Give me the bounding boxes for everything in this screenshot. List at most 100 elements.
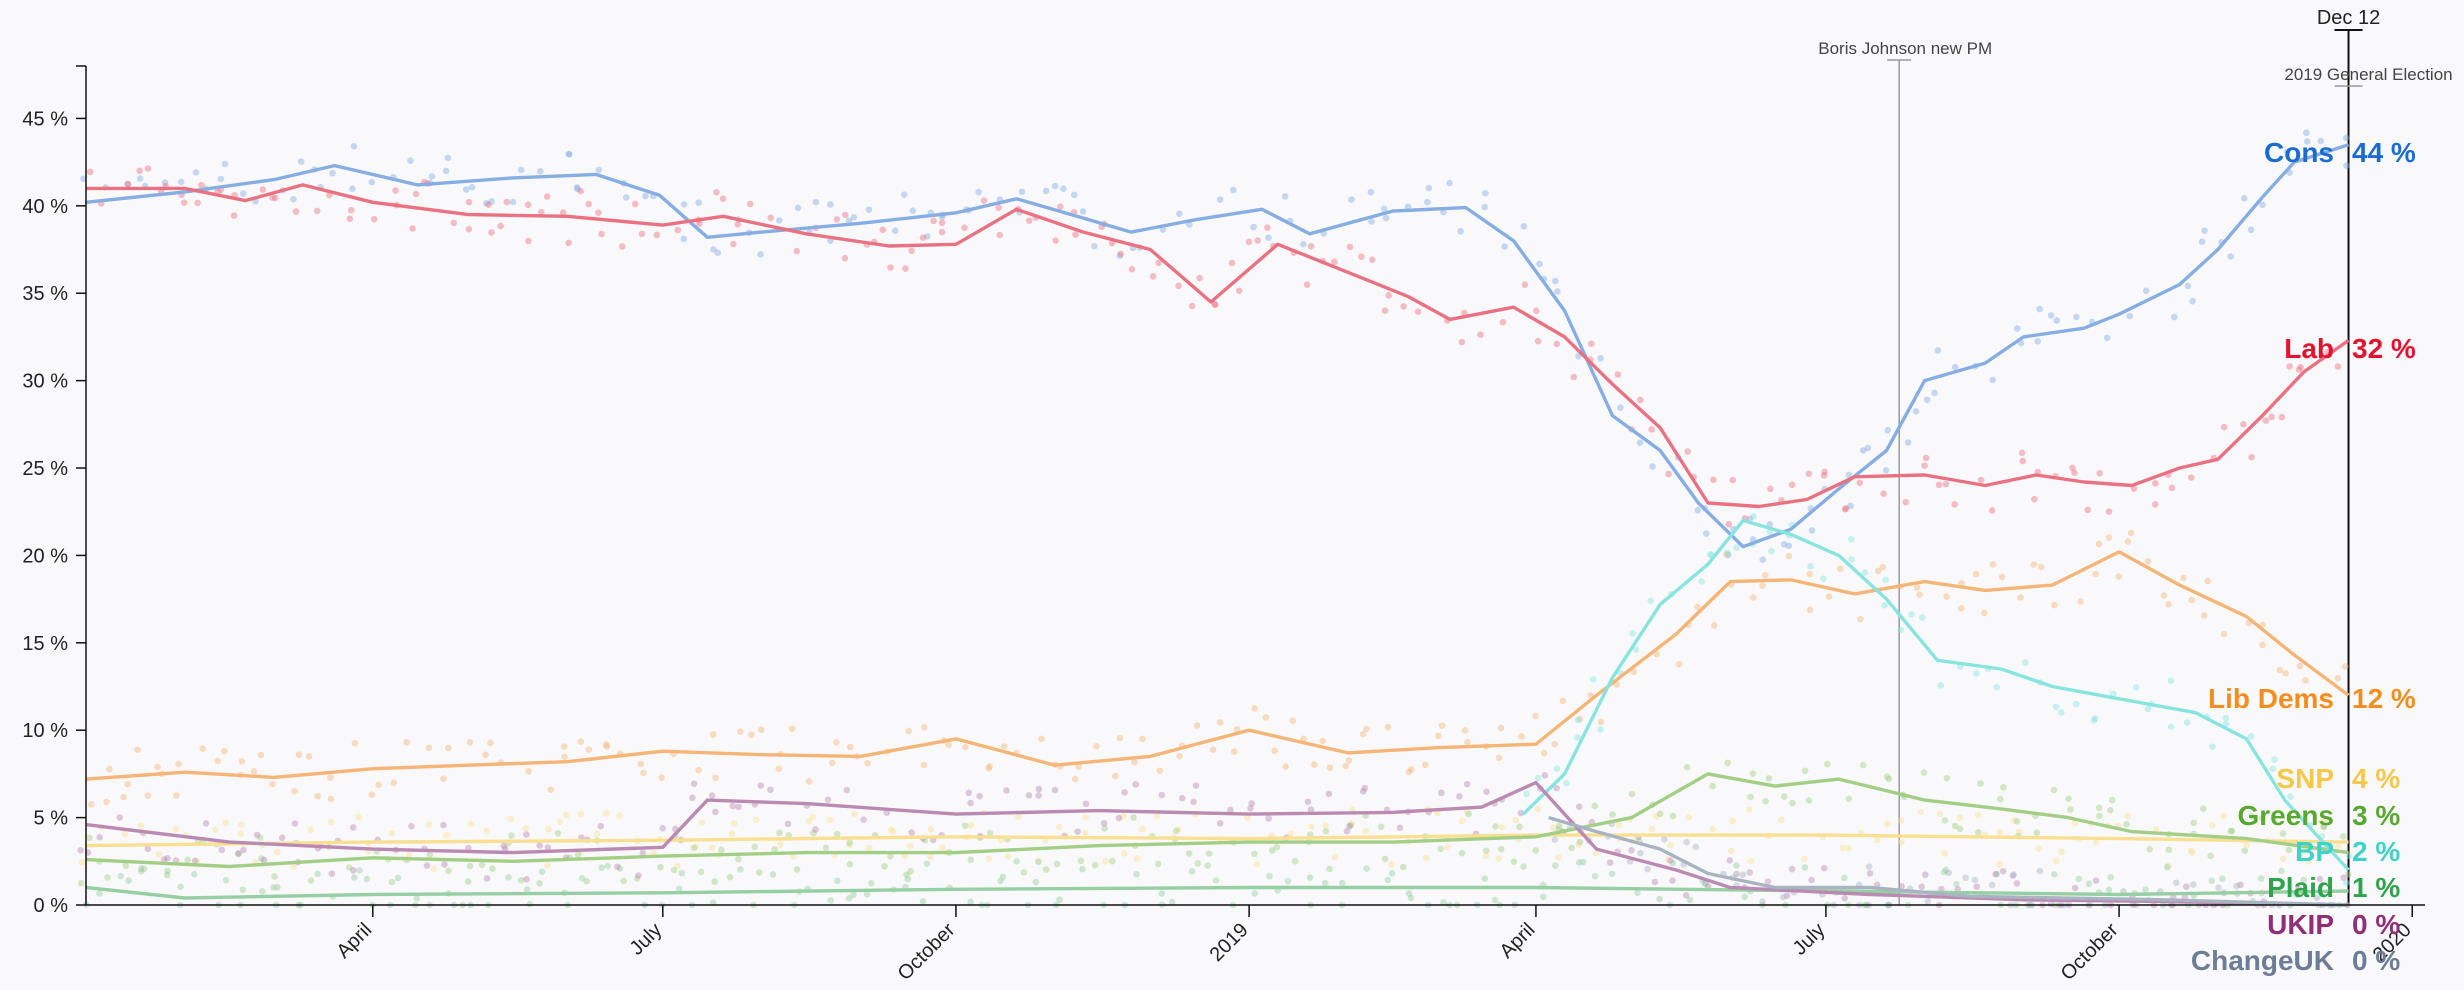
- poll-dot: [2208, 877, 2216, 885]
- poll-dot: [1534, 337, 1542, 345]
- poll-dot: [1404, 203, 1412, 210]
- poll-dot: [191, 857, 199, 865]
- poll-dot: [103, 798, 110, 806]
- poll-dot: [1552, 277, 1559, 285]
- poll-dot: [2073, 700, 2080, 708]
- poll-dot: [860, 816, 867, 823]
- poll-dot: [1491, 896, 1499, 904]
- poll-dot: [1188, 302, 1196, 310]
- poll-dot: [368, 178, 376, 186]
- poll-dot: [1759, 582, 1766, 589]
- poll-dot: [2303, 138, 2311, 145]
- poll-dot: [866, 844, 873, 852]
- y-tick-label: 0 %: [34, 895, 69, 917]
- poll-dot: [517, 876, 525, 884]
- poll-dot: [487, 739, 494, 746]
- poll-dot: [1093, 743, 1100, 750]
- poll-dot: [1300, 735, 1307, 743]
- poll-dot: [1035, 792, 1042, 799]
- poll-dot: [2317, 818, 2325, 826]
- poll-dot: [1035, 858, 1042, 866]
- poll-dot: [2000, 783, 2007, 791]
- poll-dot: [891, 227, 899, 234]
- poll-dot: [1759, 898, 1766, 905]
- poll-dot: [1248, 800, 1256, 807]
- poll-dot: [483, 200, 490, 207]
- poll-dot: [2184, 282, 2192, 290]
- poll-dot: [1287, 830, 1295, 838]
- poll-dot: [1497, 845, 1505, 853]
- poll-dot: [1112, 772, 1119, 780]
- poll-dot: [1465, 810, 1472, 818]
- poll-dot: [2105, 534, 2113, 541]
- poll-dot: [522, 825, 530, 832]
- poll-dot: [1647, 597, 1654, 605]
- poll-dot: [1724, 549, 1731, 556]
- poll-dot: [1254, 237, 1262, 244]
- poll-dot: [1322, 828, 1330, 835]
- poll-dot: [633, 875, 641, 882]
- poll-dot: [598, 864, 606, 872]
- poll-dot: [1495, 754, 1503, 762]
- poll-dot: [1211, 301, 1219, 308]
- poll-dot: [1380, 205, 1388, 213]
- poll-dot: [713, 189, 720, 196]
- poll-dot: [1458, 338, 1466, 346]
- poll-dot: [2013, 880, 2021, 887]
- poll-dot: [678, 869, 686, 877]
- poll-dot: [1116, 252, 1124, 260]
- poll-dot: [2036, 305, 2043, 313]
- poll-dot: [563, 811, 570, 819]
- poll-dot: [211, 826, 219, 834]
- poll-dot: [674, 226, 682, 234]
- poll-dot: [155, 851, 163, 858]
- poll-dot: [1216, 718, 1224, 726]
- poll-dot: [1559, 697, 1567, 705]
- poll-dot: [350, 143, 358, 150]
- poll-dot: [314, 792, 321, 800]
- poll-dot: [2296, 852, 2303, 860]
- poll-dot: [2096, 470, 2104, 477]
- poll-dot: [577, 811, 585, 818]
- poll-dot: [1461, 727, 1469, 734]
- poll-dot: [1338, 879, 1346, 887]
- poll-dot: [730, 820, 738, 827]
- poll-dot: [1741, 893, 1748, 901]
- poll-dot: [930, 217, 937, 225]
- poll-dot: [1300, 240, 1307, 248]
- poll-dot: [2053, 857, 2060, 865]
- poll-dot: [2335, 842, 2342, 849]
- poll-dot: [1597, 355, 1604, 362]
- poll-dot: [314, 870, 321, 878]
- poll-dot: [1168, 898, 1176, 906]
- end-label-value-greens: 3 %: [2352, 800, 2400, 831]
- poll-dot: [1555, 822, 1563, 830]
- poll-dot: [2262, 417, 2270, 424]
- poll-dot: [1724, 759, 1732, 767]
- poll-dot: [1842, 505, 1850, 512]
- poll-dot: [1247, 804, 1254, 812]
- poll-dot: [1837, 565, 1844, 573]
- poll-dot: [561, 753, 568, 760]
- poll-dot: [465, 198, 473, 206]
- poll-dot: [863, 890, 871, 898]
- poll-dot: [843, 786, 851, 794]
- poll-dot: [430, 865, 437, 873]
- x-tick-label: July: [1789, 919, 1830, 960]
- poll-dot: [1307, 806, 1315, 813]
- poll-dot: [2300, 847, 2308, 855]
- poll-dot: [1972, 570, 1980, 578]
- poll-dot: [757, 251, 764, 258]
- poll-dot: [793, 247, 801, 255]
- x-tick-label: April: [1496, 919, 1540, 963]
- poll-dot: [440, 821, 447, 829]
- poll-dot: [1637, 396, 1644, 404]
- poll-dot: [2019, 457, 2027, 465]
- poll-dot: [1020, 869, 1028, 876]
- poll-dot: [1523, 790, 1530, 798]
- poll-dot: [1904, 439, 1912, 446]
- poll-dot: [901, 191, 908, 198]
- poll-dot: [1749, 770, 1757, 777]
- poll-dot: [1204, 862, 1212, 869]
- poll-dot: [1880, 490, 1887, 497]
